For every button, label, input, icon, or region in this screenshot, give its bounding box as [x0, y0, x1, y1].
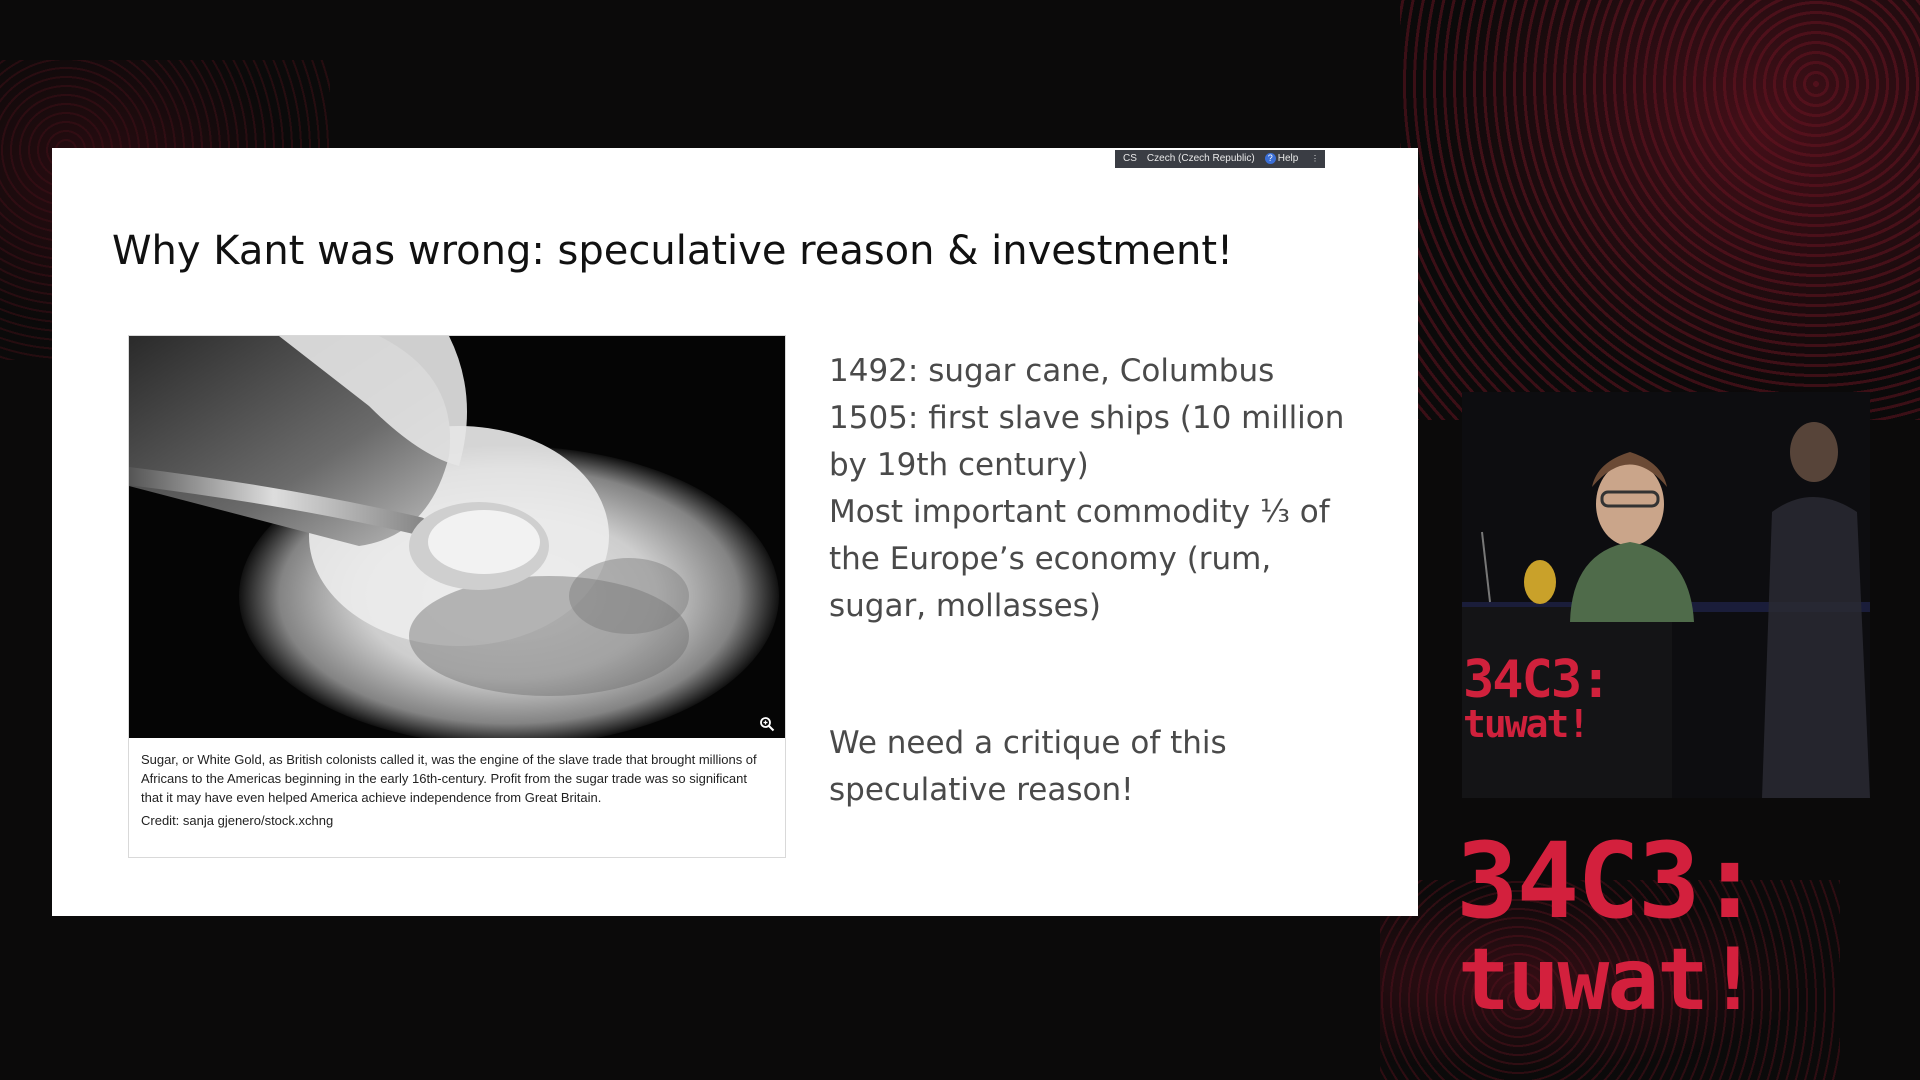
lectern-logo-line1: 34C3:	[1463, 650, 1612, 710]
lectern-logo-line2: tuwat!	[1463, 702, 1590, 746]
help-icon: ?	[1264, 153, 1276, 164]
magnifier-plus-icon[interactable]	[759, 716, 775, 732]
photo-credit: Credit: sanja gjenero/stock.xchng	[141, 813, 334, 828]
decorative-speckle-bottom-right	[1380, 880, 1840, 1080]
speaker-camera-feed	[1462, 392, 1870, 798]
help-link[interactable]: ? Help	[1264, 150, 1299, 168]
presentation-slide: CS Czech (Czech Republic) ? Help ⋮ Why Ka…	[52, 148, 1418, 916]
bullet-item-commodity: Most important commodity ⅓ of the Europe…	[829, 494, 1330, 624]
language-bar[interactable]: CS Czech (Czech Republic) ? Help ⋮	[1115, 150, 1325, 168]
bullet-item-1492: 1492: sugar cane, Columbus	[829, 353, 1275, 389]
bullet-item-1505: 1505: first slave ships (10 million by 1…	[829, 400, 1345, 483]
language-code: CS	[1123, 153, 1137, 164]
slide-title: Why Kant was wrong: speculative reason &…	[112, 228, 1234, 274]
event-logo-line2: tuwat!	[1458, 930, 1759, 1030]
sugar-photo	[129, 336, 785, 738]
chevron-down-icon[interactable]: ⋮	[1311, 154, 1319, 163]
decorative-speckle-top-right	[1400, 0, 1920, 420]
sugar-photo-card: Sugar, or White Gold, as British colonis…	[128, 335, 786, 858]
bullet-list: 1492: sugar cane, Columbus 1505: first s…	[829, 348, 1369, 630]
photo-caption: Sugar, or White Gold, as British colonis…	[141, 752, 757, 805]
closing-statement: We need a critique of this speculative r…	[829, 725, 1227, 808]
help-label: Help	[1277, 153, 1299, 164]
language-name[interactable]: Czech (Czech Republic)	[1146, 153, 1255, 164]
event-logo-line1: 34C3:	[1456, 820, 1761, 942]
